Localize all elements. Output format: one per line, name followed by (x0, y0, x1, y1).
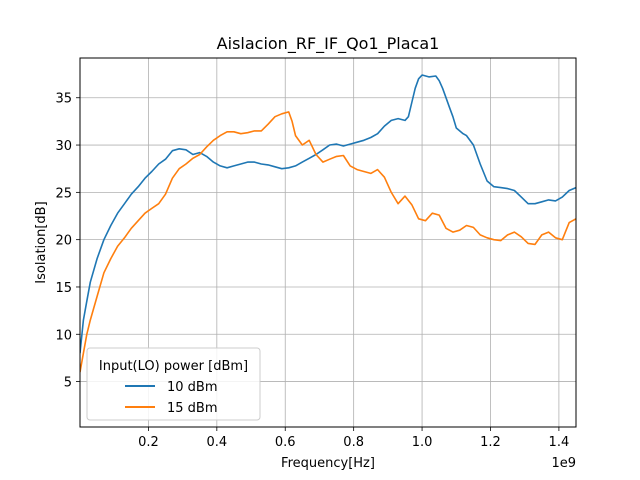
series-lines (80, 74, 576, 373)
y-axis-label: Isolation[dB] (34, 201, 49, 283)
x-tick-label: 1.0 (412, 435, 433, 450)
series-line-1 (80, 74, 576, 354)
legend-label-1: 10 dBm (167, 380, 218, 395)
y-tick-label: 35 (55, 92, 72, 107)
x-tick-label: 0.4 (206, 435, 227, 450)
x-tick-label: 1.2 (480, 435, 501, 450)
y-tick-label: 10 (55, 328, 72, 343)
y-tick-label: 15 (55, 281, 72, 296)
y-tick-label: 25 (55, 186, 72, 201)
x-tick-label: 1.4 (549, 435, 570, 450)
x-axis-offset-label: 1e9 (551, 456, 576, 471)
y-tick-label: 5 (64, 376, 72, 391)
y-tick-label: 20 (55, 234, 72, 249)
chart-title: Aislacion_RF_IF_Qo1_Placa1 (217, 34, 440, 54)
x-axis-label: Frequency[Hz] (281, 456, 375, 471)
y-tick-label: 30 (55, 139, 72, 154)
legend: Input(LO) power [dBm] 10 dBm 15 dBm (86, 347, 261, 421)
axis-ticks: 0.2 0.4 0.6 0.8 1.0 1.2 1.4 5 10 15 20 25 30 35 (55, 92, 569, 450)
legend-box (86, 347, 261, 421)
x-tick-label: 0.2 (138, 435, 159, 450)
series-line-2 (80, 111, 576, 373)
legend-label-2: 15 dBm (167, 401, 218, 416)
plot-area-frame (79, 57, 577, 428)
x-tick-label: 0.6 (275, 435, 296, 450)
legend-title: Input(LO) power [dBm] (99, 359, 248, 374)
x-tick-label: 0.8 (343, 435, 364, 450)
